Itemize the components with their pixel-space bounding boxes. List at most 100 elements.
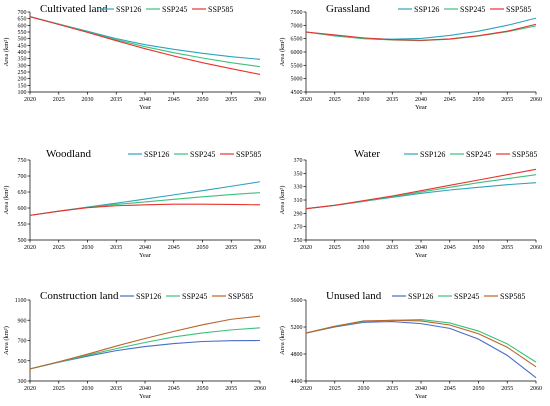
legend-label-ssp245: SSP245 <box>190 150 215 159</box>
y-tick-label: 250 <box>18 70 27 76</box>
series-line-ssp585 <box>305 23 537 41</box>
x-tick-label: 2035 <box>386 386 398 392</box>
y-tick-label: 400 <box>18 50 27 56</box>
y-tick-label: 7500 <box>291 10 303 16</box>
y-axis-label: Area (km²) <box>279 38 286 67</box>
y-tick-label: 350 <box>18 57 27 63</box>
chart-title: Grassland <box>326 3 370 15</box>
x-tick-label: 2040 <box>139 245 151 251</box>
y-tick-label: 900 <box>18 318 27 324</box>
x-tick-label: 2060 <box>254 97 266 103</box>
legend-label-ssp585: SSP585 <box>208 5 233 14</box>
y-tick-label: 150 <box>18 83 27 89</box>
y-tick-label: 200 <box>18 77 27 83</box>
legend-label-ssp126: SSP126 <box>420 150 445 159</box>
x-axis-label: Year <box>139 393 152 400</box>
y-tick-label: 500 <box>18 359 27 365</box>
y-tick-label: 350 <box>294 171 303 177</box>
y-tick-label: 6000 <box>291 50 303 56</box>
legend-label-ssp585: SSP585 <box>236 150 261 159</box>
x-tick-label: 2030 <box>82 245 94 251</box>
x-tick-label: 2045 <box>444 245 456 251</box>
y-tick-label: 270 <box>294 225 303 231</box>
y-tick-label: 500 <box>18 238 27 244</box>
x-tick-label: 2020 <box>300 245 312 251</box>
series-line-ssp585 <box>29 203 261 216</box>
x-tick-label: 2055 <box>501 245 513 251</box>
series-line-ssp585 <box>29 16 261 75</box>
x-tick-label: 2030 <box>358 245 370 251</box>
x-tick-label: 2045 <box>168 245 180 251</box>
x-tick-label: 2050 <box>197 97 209 103</box>
legend-label-ssp126: SSP126 <box>136 292 161 301</box>
x-tick-label: 2025 <box>329 97 341 103</box>
x-tick-label: 2050 <box>473 386 485 392</box>
y-tick-label: 7000 <box>291 23 303 29</box>
y-tick-label: 4400 <box>291 379 303 385</box>
x-tick-label: 2040 <box>415 245 427 251</box>
x-tick-label: 2060 <box>530 97 542 103</box>
x-axis-label: Year <box>415 393 428 400</box>
y-tick-label: 550 <box>18 30 27 36</box>
series-line-ssp585 <box>305 319 537 368</box>
x-axis-label: Year <box>415 104 428 111</box>
y-tick-label: 290 <box>294 211 303 217</box>
legend-label-ssp585: SSP585 <box>228 292 253 301</box>
y-tick-label: 600 <box>18 23 27 29</box>
legend-label-ssp245: SSP245 <box>162 5 187 14</box>
x-tick-label: 2025 <box>329 245 341 251</box>
y-tick-label: 650 <box>18 190 27 196</box>
y-tick-label: 700 <box>18 10 27 16</box>
x-tick-label: 2050 <box>197 386 209 392</box>
chart-title: Unused land <box>326 290 382 302</box>
y-tick-label: 500 <box>18 37 27 43</box>
series-line-ssp126 <box>305 321 537 379</box>
y-tick-label: 1100 <box>15 298 27 304</box>
x-tick-label: 2040 <box>139 97 151 103</box>
series-line-ssp245 <box>29 327 261 370</box>
y-tick-label: 250 <box>294 238 303 244</box>
x-tick-label: 2030 <box>358 386 370 392</box>
x-tick-label: 2060 <box>530 245 542 251</box>
y-tick-label: 310 <box>294 198 303 204</box>
x-tick-label: 2060 <box>254 245 266 251</box>
legend-label-ssp126: SSP126 <box>144 150 169 159</box>
x-tick-label: 2055 <box>501 97 513 103</box>
x-tick-label: 2045 <box>168 386 180 392</box>
legend-label-ssp245: SSP245 <box>460 5 485 14</box>
x-tick-label: 2020 <box>24 97 36 103</box>
y-tick-label: 5000 <box>291 77 303 83</box>
chart-panel-6: 4400 4800 5200 5600 2020 2025 2030 2035 2040 2045… <box>279 290 542 400</box>
x-tick-label: 2040 <box>415 386 427 392</box>
x-tick-label: 2030 <box>82 97 94 103</box>
y-tick-label: 100 <box>18 90 27 96</box>
chart-panel-4: 250 270 290 310 330 350 370 2020 2025 2030 2035 204… <box>279 148 542 259</box>
x-tick-label: 2045 <box>444 97 456 103</box>
y-tick-label: 4500 <box>291 90 303 96</box>
x-tick-label: 2035 <box>110 245 122 251</box>
x-tick-label: 2030 <box>358 97 370 103</box>
x-axis-label: Year <box>139 104 152 111</box>
legend-label-ssp126: SSP126 <box>116 5 141 14</box>
x-tick-label: 2055 <box>225 97 237 103</box>
series-line-ssp245 <box>29 16 261 68</box>
chart-title: Cultivated land <box>40 3 108 15</box>
x-axis-label: Year <box>415 252 428 259</box>
chart-title: Construction land <box>40 290 119 302</box>
x-tick-label: 2025 <box>53 245 65 251</box>
x-tick-label: 2035 <box>110 386 122 392</box>
x-tick-label: 2050 <box>473 245 485 251</box>
chart-title: Water <box>354 148 380 160</box>
y-axis-label: Area (km²) <box>279 326 286 355</box>
y-tick-label: 650 <box>18 17 27 23</box>
y-tick-label: 600 <box>18 206 27 212</box>
x-tick-label: 2045 <box>168 97 180 103</box>
y-tick-label: 5600 <box>291 298 303 304</box>
x-tick-label: 2025 <box>53 386 65 392</box>
y-tick-label: 300 <box>18 63 27 69</box>
x-tick-label: 2020 <box>300 386 312 392</box>
x-tick-label: 2025 <box>329 386 341 392</box>
x-tick-label: 2050 <box>197 245 209 251</box>
